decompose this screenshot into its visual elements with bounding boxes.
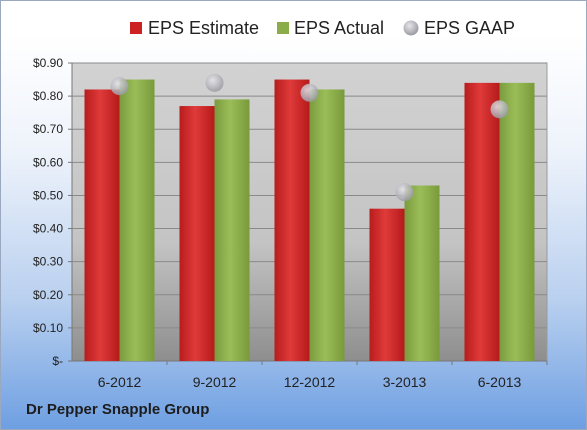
bar-eps-actual-9-2012 [214, 99, 250, 361]
bar-eps-estimate-9-2012 [179, 106, 215, 362]
y-tick-label: $0.40 [33, 222, 63, 236]
legend-label-estimate: EPS Estimate [148, 18, 259, 38]
bar-eps-estimate-3-2013 [369, 208, 405, 361]
x-tick-label: 9-2012 [193, 374, 237, 390]
legend-swatch-gaap [403, 20, 419, 36]
company-name: Dr Pepper Snapple Group [26, 401, 210, 418]
y-tick-label: $0.60 [33, 155, 63, 169]
x-tick-label: 3-2013 [383, 374, 427, 390]
y-tick-label: $0.50 [33, 188, 63, 202]
bar-eps-estimate-6-2012 [84, 89, 120, 361]
x-tick-label: 6-2012 [98, 374, 142, 390]
y-tick-label: $0.90 [33, 56, 63, 70]
y-tick-label: $- [52, 354, 63, 368]
point-eps-gaap-3-2013 [395, 183, 414, 202]
x-tick-label: 6-2013 [478, 374, 522, 390]
point-eps-gaap-6-2013 [490, 100, 509, 119]
legend-label-gaap: EPS GAAP [424, 18, 515, 38]
legend-label-actual: EPS Actual [294, 18, 384, 38]
y-tick-label: $0.70 [33, 122, 63, 136]
x-tick-label: 12-2012 [284, 374, 336, 390]
y-tick-label: $0.10 [33, 321, 63, 335]
bar-eps-actual-3-2013 [404, 185, 440, 361]
bar-eps-actual-6-2012 [119, 79, 155, 362]
legend-swatch-estimate [130, 22, 142, 34]
legend-swatch-actual [277, 22, 289, 34]
bar-eps-estimate-6-2013 [464, 82, 500, 361]
y-tick-label: $0.20 [33, 288, 63, 302]
point-eps-gaap-6-2012 [110, 77, 129, 96]
point-eps-gaap-9-2012 [205, 73, 224, 92]
y-tick-label: $0.80 [33, 89, 63, 103]
bar-eps-actual-6-2013 [499, 82, 535, 361]
point-eps-gaap-12-2012 [300, 83, 319, 102]
bar-eps-estimate-12-2012 [274, 79, 310, 362]
bar-eps-actual-12-2012 [309, 89, 345, 361]
y-tick-label: $0.30 [33, 255, 63, 269]
